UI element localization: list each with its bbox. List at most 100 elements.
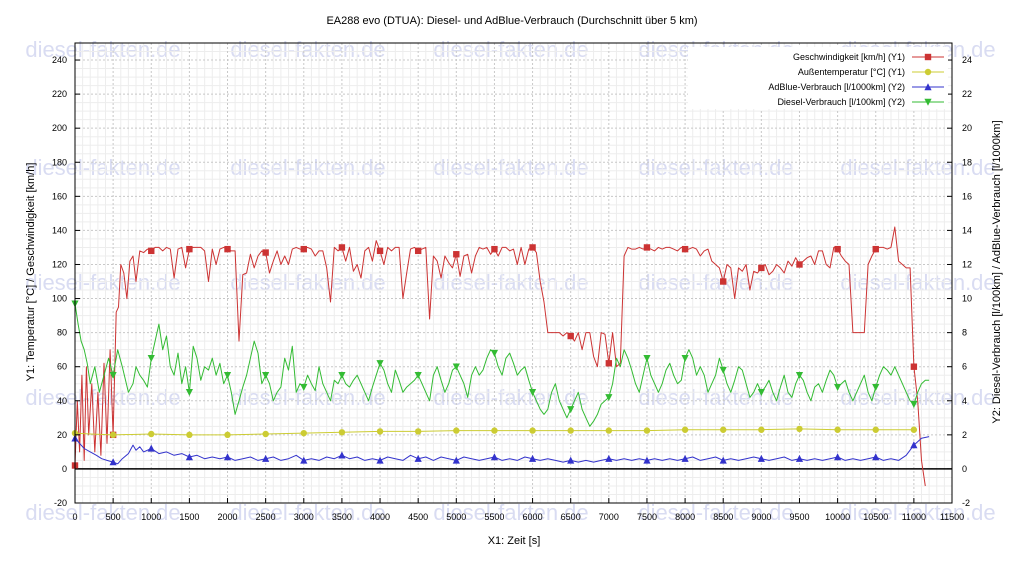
data-point xyxy=(223,372,232,380)
data-point xyxy=(567,332,574,340)
data-point xyxy=(872,426,879,433)
data-point xyxy=(224,431,231,439)
y1-tick-label: 40 xyxy=(57,396,67,406)
data-point xyxy=(262,454,270,462)
series-line-2 xyxy=(74,428,914,436)
y2-tick-label: 2 xyxy=(962,430,967,440)
data-point xyxy=(757,389,765,397)
data-point xyxy=(605,427,613,434)
x-tick-label: 10000 xyxy=(825,512,850,522)
data-point xyxy=(529,427,536,434)
x-tick-label: 1500 xyxy=(179,512,199,522)
data-point xyxy=(567,406,575,414)
data-point xyxy=(338,244,346,251)
data-point xyxy=(224,245,231,253)
x-tick-label: 7500 xyxy=(637,512,657,522)
x-tick-label: 11000 xyxy=(902,512,926,522)
data-point xyxy=(300,429,307,437)
y1-axis-ticks: -20 0 20 40 60 80 100 120 140 160 180 200 220 240 xyxy=(52,55,80,508)
y2-tick-label: 4 xyxy=(962,396,967,406)
data-point xyxy=(376,247,384,255)
data-point xyxy=(681,354,689,362)
series-3 xyxy=(71,434,930,466)
series-group xyxy=(71,226,930,487)
y2-tick-label: 8 xyxy=(962,328,967,338)
x-axis-ticks: 0 500 1000 1500 2000 2500 3000 3500 4000 4500 5000… xyxy=(72,498,964,522)
data-point xyxy=(453,427,460,434)
data-point xyxy=(720,278,727,285)
data-point xyxy=(720,426,727,433)
watermark-text: diesel-fakten.de xyxy=(840,155,995,180)
chart-title: EA288 evo (DTUA): Diesel- und AdBlue-Ver… xyxy=(326,15,697,27)
data-point xyxy=(338,429,346,436)
watermark-text: diesel-fakten.de xyxy=(433,37,588,62)
legend-label: Geschwindigkeit [km/h] (Y1) xyxy=(793,52,905,62)
series-4 xyxy=(71,300,930,427)
watermark-text: diesel-fakten.de xyxy=(230,500,385,525)
minor-grid xyxy=(75,42,952,503)
data-point xyxy=(338,451,346,459)
y2-tick-label: 20 xyxy=(962,123,972,133)
legend: Geschwindigkeit [km/h] (Y1) Außentemperat… xyxy=(688,47,948,109)
x-tick-label: 5000 xyxy=(446,512,466,522)
plot-frame xyxy=(74,42,953,504)
legend-marker xyxy=(924,83,932,91)
data-point xyxy=(490,349,499,357)
data-point xyxy=(910,441,918,449)
data-point xyxy=(262,372,270,380)
data-point xyxy=(681,426,689,433)
data-point xyxy=(147,444,155,452)
x-tick-label: 9500 xyxy=(789,512,809,522)
watermark-text: diesel-fakten.de xyxy=(840,500,995,525)
watermark-text: diesel-fakten.de xyxy=(840,270,995,295)
data-point xyxy=(605,394,613,402)
watermark-text: diesel-fakten.de xyxy=(230,37,385,62)
series-line-3 xyxy=(74,436,930,465)
data-point xyxy=(643,244,651,251)
data-point xyxy=(185,389,193,397)
x-tick-label: 5500 xyxy=(484,512,504,522)
data-point xyxy=(376,360,384,368)
data-point xyxy=(453,251,460,258)
x-tick-label: 6500 xyxy=(561,512,581,522)
watermark-text: diesel-fakten.de xyxy=(230,385,385,410)
data-point xyxy=(757,454,765,462)
data-point xyxy=(148,430,155,438)
x-axis-label: X1: Zeit [s] xyxy=(488,535,541,547)
watermark-text: diesel-fakten.de xyxy=(25,155,180,180)
x-tick-label: 6000 xyxy=(523,512,543,522)
data-point xyxy=(147,354,155,362)
y2-tick-label: 14 xyxy=(962,225,972,235)
y1-tick-label: 20 xyxy=(57,430,67,440)
y1-tick-label: 60 xyxy=(57,362,67,372)
data-point xyxy=(758,426,765,433)
legend-label: Außentemperatur [°C] (Y1) xyxy=(798,67,905,77)
legend-label: AdBlue-Verbrauch [l/1000km] (Y2) xyxy=(768,82,905,92)
y1-axis-label: Y1: Temperatur [°C] / Geschwindigkeit [k… xyxy=(25,163,37,382)
data-point xyxy=(414,454,422,462)
x-tick-label: 8500 xyxy=(713,512,733,522)
y1-tick-label: 200 xyxy=(52,123,67,133)
y1-tick-label: 80 xyxy=(57,328,67,338)
y2-tick-label: 24 xyxy=(962,55,972,65)
data-point xyxy=(223,453,232,461)
data-point xyxy=(605,360,613,367)
data-point xyxy=(338,372,346,380)
y1-tick-label: 220 xyxy=(52,89,67,99)
data-point xyxy=(643,427,651,434)
data-point xyxy=(262,249,269,256)
y1-tick-label: 140 xyxy=(52,225,67,235)
x-tick-label: 4000 xyxy=(370,512,390,522)
data-point xyxy=(643,456,651,464)
y2-axis-label: Y2: Diesel-Verbrauch [l/100km] / AdBlue-… xyxy=(991,120,1003,423)
y2-tick-label: 6 xyxy=(962,362,967,372)
data-point xyxy=(795,454,804,462)
data-point xyxy=(300,245,307,253)
data-point xyxy=(795,372,804,380)
data-point xyxy=(490,453,499,461)
x-tick-label: 1000 xyxy=(141,512,161,522)
series-line-4 xyxy=(74,303,930,427)
x-tick-label: 4500 xyxy=(408,512,428,522)
data-point xyxy=(109,458,117,466)
y2-tick-label: 16 xyxy=(962,191,972,201)
